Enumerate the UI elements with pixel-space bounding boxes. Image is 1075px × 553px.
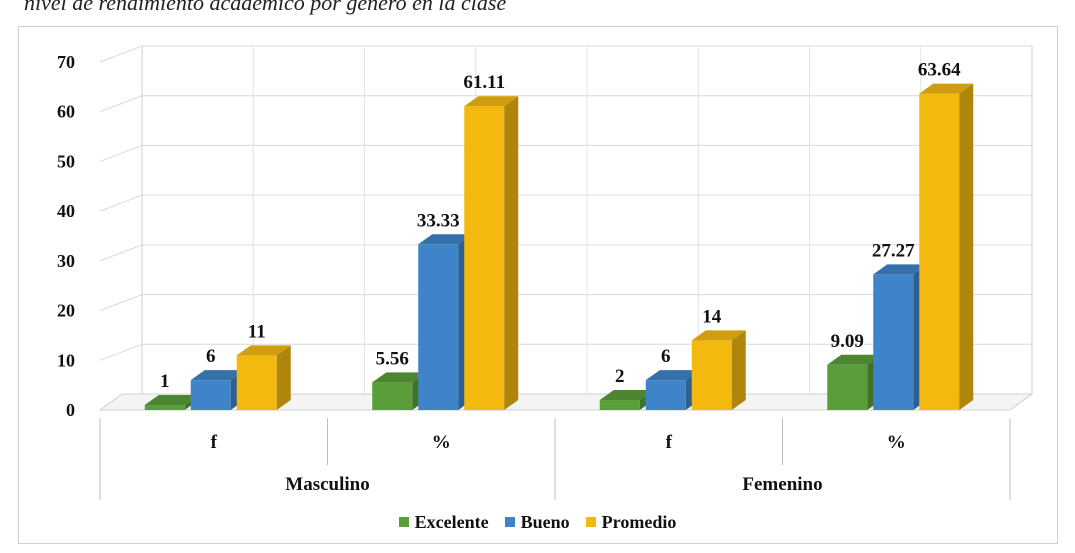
legend-label: Promedio xyxy=(601,512,677,532)
x-tick-label: f xyxy=(666,432,673,453)
data-label: 6 xyxy=(206,346,216,367)
bar-promedio-3 xyxy=(919,83,974,410)
bar-bueno-1 xyxy=(418,234,473,410)
bar-front xyxy=(919,93,960,410)
data-label: 2 xyxy=(615,366,625,387)
y-tick-label: 70 xyxy=(57,52,75,72)
bar-top xyxy=(873,264,928,275)
bar-front xyxy=(418,244,459,410)
bar-front xyxy=(827,364,868,410)
chart-frame xyxy=(18,26,1058,544)
gridline-side xyxy=(99,244,143,262)
gridline-side xyxy=(99,95,143,113)
bar-front xyxy=(144,405,185,410)
x-tick-label: f xyxy=(211,432,218,453)
data-label: 61.11 xyxy=(463,72,505,93)
bar-front xyxy=(691,340,732,410)
bar-side xyxy=(731,330,746,410)
bar-top xyxy=(372,372,427,383)
y-tick-label: 60 xyxy=(57,102,75,122)
bar-promedio-0 xyxy=(236,345,291,410)
legend-label: Excelente xyxy=(414,512,489,532)
x-tick-label: % xyxy=(887,432,906,453)
data-label: 5.56 xyxy=(376,348,409,369)
bar-bueno-0 xyxy=(190,370,245,410)
y-tick-label: 30 xyxy=(57,251,75,271)
bar-bueno-3 xyxy=(873,264,928,410)
data-label: 27.27 xyxy=(872,240,915,261)
bar-side xyxy=(276,345,291,410)
bar-side xyxy=(504,96,519,411)
bar-promedio-2 xyxy=(691,330,746,410)
data-label: 1 xyxy=(160,371,170,392)
bar-top xyxy=(236,345,291,356)
bar-top xyxy=(919,83,974,94)
data-label: 11 xyxy=(248,321,266,342)
bar-top xyxy=(464,96,519,107)
data-label: 63.64 xyxy=(918,60,961,81)
legend-item-bueno: Bueno xyxy=(504,512,570,533)
x-tick-label: % xyxy=(432,432,451,453)
bar-bueno-2 xyxy=(645,370,700,410)
bar-top xyxy=(645,370,700,381)
bar-top xyxy=(190,370,245,381)
gridline-side xyxy=(99,294,143,312)
bar-excelente-1 xyxy=(372,372,427,410)
bar-excelente-3 xyxy=(827,354,882,410)
chart-caption: nivel de rendimiento académico por géner… xyxy=(24,0,507,15)
y-tick-label: 10 xyxy=(57,350,75,370)
bar-front xyxy=(236,355,277,410)
bar-front xyxy=(464,106,505,411)
data-label: 14 xyxy=(702,306,722,327)
bar-front xyxy=(873,274,914,410)
bar-top xyxy=(599,390,654,401)
bar-top xyxy=(691,330,746,341)
y-tick-label: 0 xyxy=(66,400,75,420)
legend-label: Bueno xyxy=(520,512,570,532)
bar-front xyxy=(372,382,413,410)
legend-item-excelente: Excelente xyxy=(398,512,489,533)
bar-promedio-1 xyxy=(464,96,519,411)
bar-side xyxy=(959,83,974,410)
bar-top xyxy=(827,354,882,365)
legend-swatch xyxy=(398,517,409,527)
y-tick-label: 50 xyxy=(57,151,75,171)
gridline-side xyxy=(99,194,143,212)
bar-top xyxy=(418,234,473,245)
x-group-label: Masculino xyxy=(285,474,369,495)
gridline-side xyxy=(99,144,143,162)
legend: Excelente Bueno Promedio xyxy=(0,512,1075,533)
x-group-label: Femenino xyxy=(742,474,822,495)
data-label: 9.09 xyxy=(831,331,864,352)
legend-item-promedio: Promedio xyxy=(585,512,677,533)
data-label: 6 xyxy=(661,346,671,367)
bar-front xyxy=(599,400,640,410)
data-label: 33.33 xyxy=(417,210,460,231)
gridline-side xyxy=(99,45,143,63)
gridline-side xyxy=(99,343,143,361)
y-tick-label: 20 xyxy=(57,301,75,321)
bar-front xyxy=(645,380,686,410)
legend-swatch xyxy=(504,517,515,527)
legend-swatch xyxy=(585,517,596,527)
bar-top xyxy=(144,395,199,406)
y-tick-label: 40 xyxy=(57,201,75,221)
bar-front xyxy=(190,380,231,410)
